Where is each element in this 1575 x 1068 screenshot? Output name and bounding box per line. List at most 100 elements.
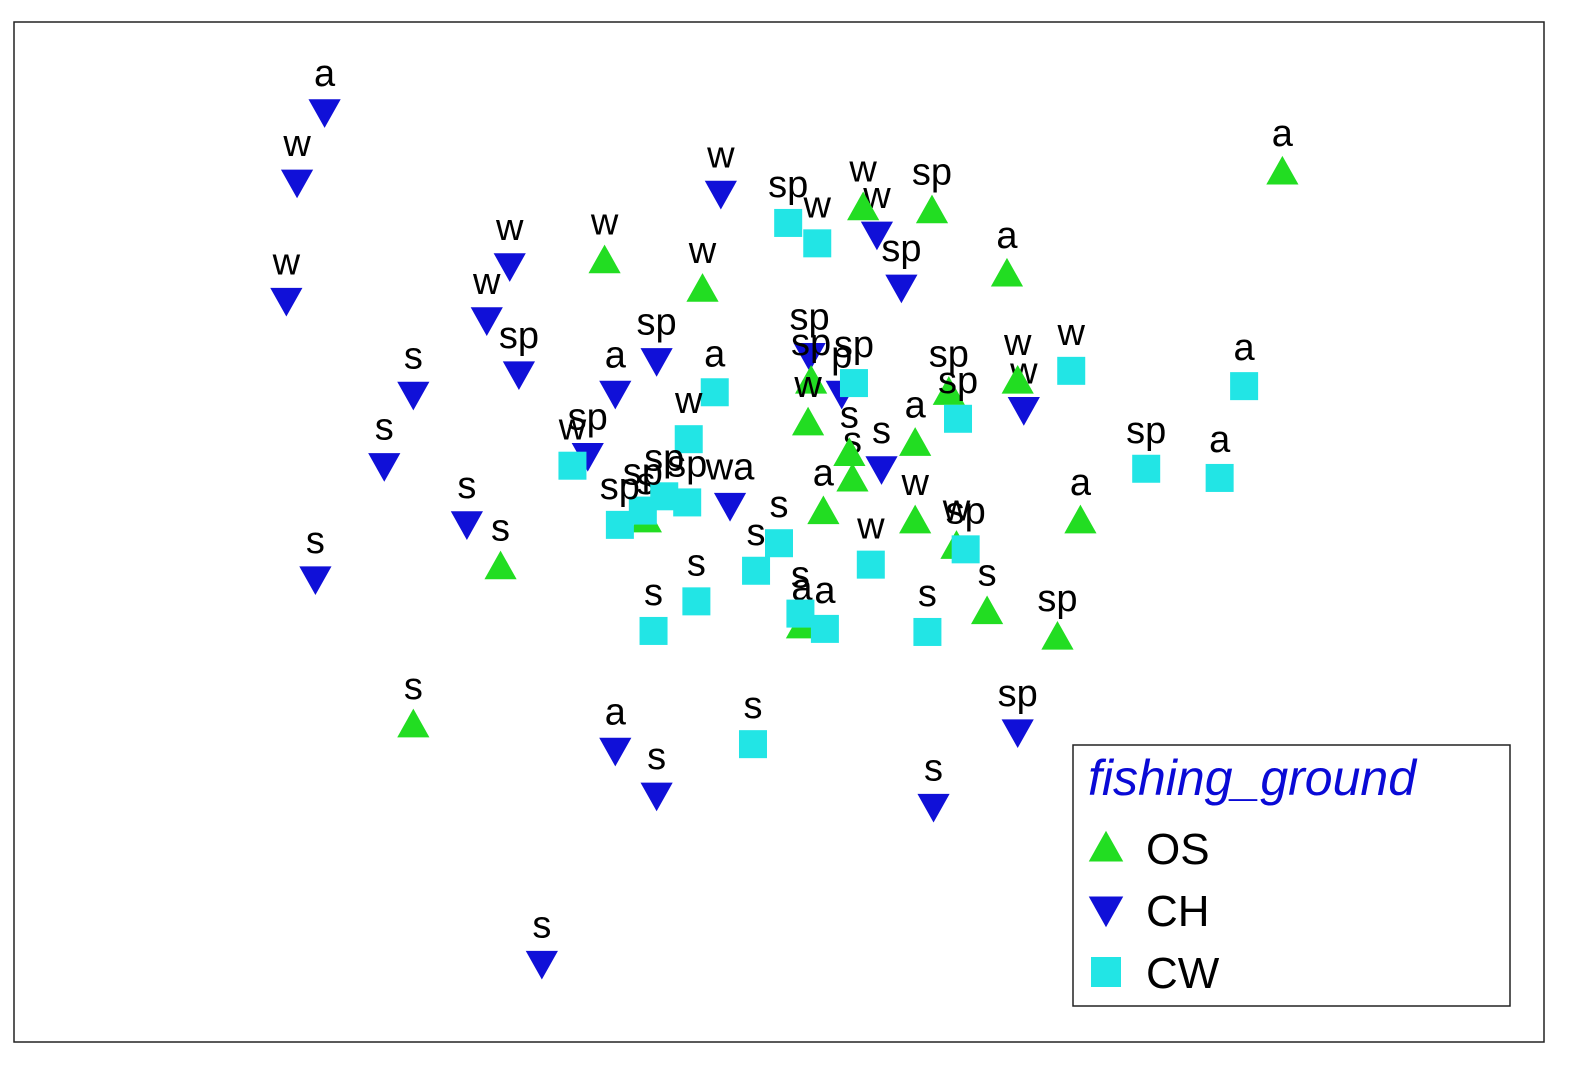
point-marker-os xyxy=(847,191,880,221)
point-marker-os xyxy=(833,437,866,467)
point-label: sp xyxy=(667,443,707,485)
point-marker-ch xyxy=(917,793,950,823)
point-label: s xyxy=(918,573,937,615)
data-point: w xyxy=(280,123,314,199)
data-point: a xyxy=(1064,462,1097,534)
data-point: sp xyxy=(998,673,1038,749)
data-point: s xyxy=(368,407,401,482)
point-label: w xyxy=(793,364,822,406)
point-marker-cw xyxy=(639,616,668,645)
data-point: sp xyxy=(1037,578,1078,650)
legend-marker-ch xyxy=(1088,896,1124,928)
data-point: a xyxy=(807,453,840,525)
point-label: a xyxy=(905,384,927,426)
point-label: p xyxy=(831,334,852,376)
point-marker-cw xyxy=(786,599,815,628)
legend: fishing_ground OS CH CW xyxy=(1072,744,1511,1007)
point-label: sp xyxy=(1037,578,1077,620)
point-label: w xyxy=(272,241,301,283)
data-point: sp xyxy=(568,397,608,472)
point-marker-ch xyxy=(368,453,401,482)
point-marker-cw xyxy=(951,535,980,564)
data-point: a xyxy=(810,570,839,643)
point-label: sp xyxy=(568,397,608,439)
data-point: w xyxy=(1001,322,1034,394)
point-label: a xyxy=(996,215,1018,257)
point-marker-os xyxy=(791,406,825,436)
point-marker-ch xyxy=(280,169,314,199)
point-label: a xyxy=(1272,113,1294,155)
point-marker-os xyxy=(836,462,869,492)
point-label: a xyxy=(1234,327,1256,369)
legend-marker-os xyxy=(1088,830,1124,862)
data-point: a xyxy=(1230,327,1259,401)
data-point: sp xyxy=(912,152,952,224)
point-label: w xyxy=(1057,312,1086,354)
point-marker-os xyxy=(1064,504,1097,534)
point-label: w xyxy=(282,123,311,165)
data-point: sp xyxy=(946,490,986,564)
point-label: w xyxy=(900,462,929,504)
data-point: w xyxy=(493,207,526,282)
point-marker-cw xyxy=(605,510,634,539)
point-label: w xyxy=(472,261,501,303)
data-point: wa xyxy=(705,446,755,522)
point-marker-cw xyxy=(738,730,767,759)
data-point: s xyxy=(786,555,815,628)
point-marker-os xyxy=(1266,155,1299,185)
point-label: w xyxy=(706,134,735,176)
point-marker-ch xyxy=(640,782,673,812)
data-point: s xyxy=(970,553,1004,625)
point-label: s xyxy=(375,407,394,449)
point-label: sp xyxy=(637,302,677,344)
data-point: a xyxy=(990,215,1024,287)
data-point: sp xyxy=(768,164,808,237)
point-marker-os xyxy=(795,364,828,394)
data-point: sp xyxy=(499,315,539,390)
point-label: wa xyxy=(705,446,755,488)
point-label: a xyxy=(314,53,336,95)
data-point: w xyxy=(856,506,885,579)
data-point: sp xyxy=(637,302,677,377)
point-label: sp xyxy=(768,164,808,206)
data-point: s xyxy=(484,508,517,580)
data-point: sp xyxy=(644,437,684,511)
data-point: s xyxy=(397,666,430,738)
point-label: a xyxy=(605,334,627,376)
data-point: w xyxy=(674,380,703,454)
point-marker-cw xyxy=(913,617,942,646)
point-label: w xyxy=(558,407,587,449)
point-marker-cw xyxy=(1057,356,1086,385)
point-marker-cw xyxy=(700,378,729,407)
point-marker-cw xyxy=(765,529,793,558)
data-point: s xyxy=(682,542,711,616)
point-marker-ch xyxy=(599,380,632,410)
point-marker-cw xyxy=(673,488,702,517)
point-label: s xyxy=(491,508,510,550)
data-point: w xyxy=(558,407,587,480)
point-label: s xyxy=(306,520,325,562)
legend-label-os: OS xyxy=(1146,825,1210,874)
data-point: sp xyxy=(791,322,831,394)
data-point: a xyxy=(1266,113,1299,185)
point-marker-ch xyxy=(1001,719,1034,749)
data-point: s xyxy=(917,747,950,823)
point-label: s xyxy=(872,410,891,452)
data-point: w xyxy=(847,149,880,221)
point-label: w xyxy=(590,202,619,244)
point-label: s xyxy=(644,572,663,614)
point-marker-ch xyxy=(885,274,918,304)
legend-title: fishing_ground xyxy=(1088,750,1418,806)
point-label: a xyxy=(813,453,835,495)
point-marker-cw xyxy=(742,556,771,585)
point-marker-ch xyxy=(470,307,503,336)
data-point: w xyxy=(686,230,719,302)
point-marker-ch xyxy=(1007,397,1040,426)
point-label: sp xyxy=(929,333,969,375)
point-marker-ch xyxy=(599,737,632,767)
point-label: s xyxy=(404,666,423,708)
point-label: w xyxy=(856,506,885,548)
point-marker-cw xyxy=(856,550,885,579)
data-point: s xyxy=(833,394,866,467)
point-marker-ch xyxy=(308,99,341,128)
